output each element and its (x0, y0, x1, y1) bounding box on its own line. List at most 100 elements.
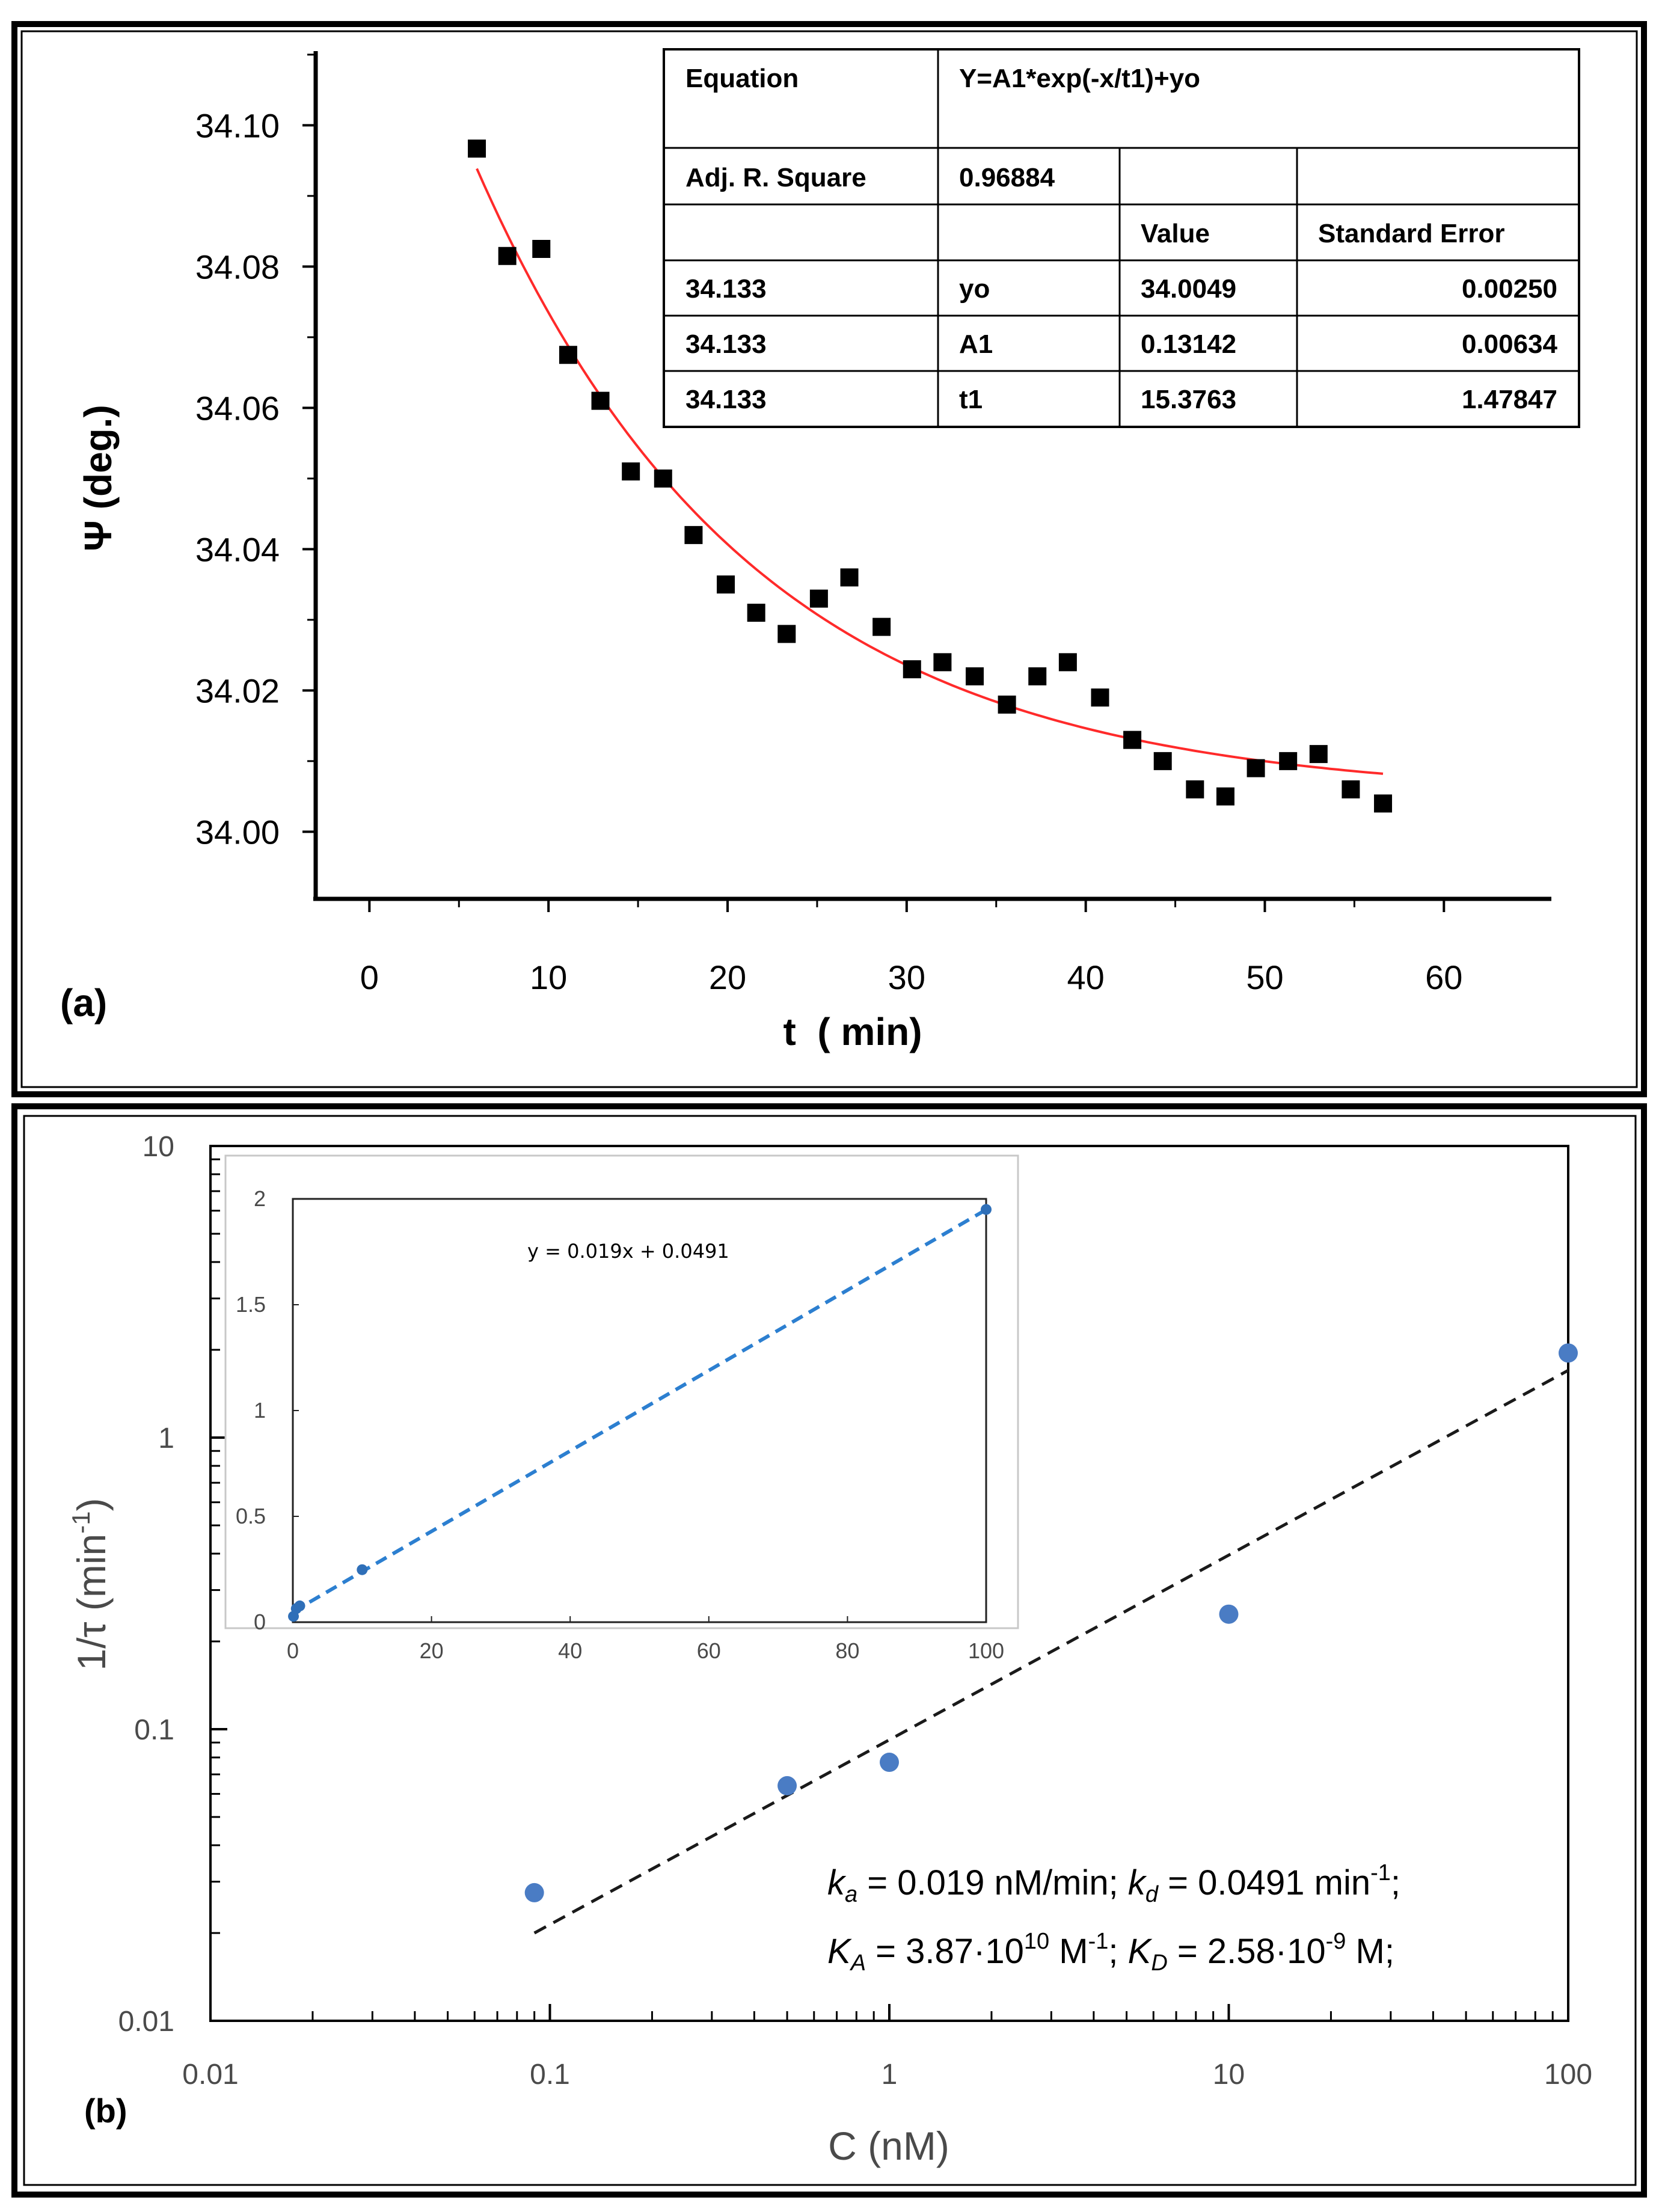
y-tick-label: 10 (143, 1131, 174, 1163)
panel-b-trendline (533, 1369, 1569, 1935)
annot-KD-unit: M; (1346, 1932, 1394, 1971)
inset-x-tick-label: 80 (835, 1638, 859, 1663)
fit-table-cell: Y=A1*exp(-x/t1)+yo (959, 64, 1200, 93)
panel-b-x-ticks: 0.01 0.1 1 10 100 (182, 2004, 1592, 2091)
data-point (532, 240, 551, 258)
panel-b-y-axis-title: 1/τ (min-1) (67, 1498, 114, 1670)
data-point (684, 525, 703, 544)
panel-b-label: (b) (84, 2092, 127, 2130)
data-point (468, 139, 486, 158)
inset-data-points (288, 1204, 992, 1622)
data-point (1186, 780, 1204, 798)
inset-equation: y = 0.019x + 0.0491 (527, 1240, 729, 1263)
annot-kd-sub: d (1145, 1882, 1159, 1907)
y-tick-label: 34.04 (195, 530, 280, 568)
fit-table-cell: 1.47847 (1462, 385, 1557, 414)
panel-a-y-axis-title: Ψ (deg.) (76, 405, 120, 551)
panel-b-minor-ticks (210, 1158, 1554, 2021)
data-point (872, 617, 891, 636)
panel-a-x-ticks: 0 10 20 30 40 50 60 (360, 899, 1462, 996)
data-point (1279, 752, 1298, 770)
data-point (998, 695, 1016, 714)
data-point (747, 604, 765, 622)
data-point (524, 1883, 544, 1902)
data-point (777, 1776, 797, 1796)
data-point (591, 391, 610, 410)
data-point (717, 575, 735, 594)
y-tick-label: 34.06 (195, 389, 280, 427)
x-tick-label: 0 (360, 958, 379, 996)
annot-kd-sup: -1 (1370, 1860, 1391, 1886)
inset-y-tick-label: 1.5 (236, 1292, 266, 1317)
panel-b-equilibrium-constants: KA = 3.87·1010 M-1; KD = 2.58·10-9 M; (827, 1929, 1394, 1976)
inset-y-tick-label: 1 (254, 1398, 266, 1423)
inset-background (224, 1154, 1019, 1629)
data-point (1091, 688, 1109, 707)
panel-b-x-axis-title: C (nM) (828, 2124, 949, 2168)
panel-b-y-ticks: 0.01 0.1 1 10 (118, 1131, 227, 2038)
fit-table-cell: A1 (959, 329, 993, 359)
panel-a-data-points (468, 139, 1393, 813)
panel-a-label: (a) (60, 981, 107, 1025)
fit-table-cell: Standard Error (1318, 219, 1505, 248)
x-tick-label: 10 (530, 958, 567, 996)
x-tick-label: 30 (888, 958, 925, 996)
x-tick-label: 100 (1544, 2059, 1592, 2091)
x-tick-label: 1 (882, 2059, 898, 2091)
y-tick-label: 34.00 (195, 813, 280, 851)
data-point (1247, 759, 1265, 777)
inset-x-ticks: 0 20 40 60 80 100 (287, 1616, 1004, 1663)
inset-data-point (981, 1204, 992, 1215)
data-point (1219, 1604, 1239, 1624)
panel-b-rate-constants: ka = 0.019 nM/min; kd = 0.0491 min-1; (827, 1860, 1400, 1907)
annot-KD-exp: -9 (1326, 1929, 1346, 1954)
inset-x-tick-label: 20 (420, 1638, 444, 1663)
data-point (880, 1753, 899, 1772)
fit-table-cell: 0.00634 (1462, 329, 1558, 359)
data-point (1342, 780, 1360, 798)
fit-table-cell: Value (1141, 219, 1210, 248)
data-point (933, 653, 952, 672)
data-point (966, 667, 984, 685)
annot-end: ; (1391, 1863, 1400, 1902)
panel-b-data-points (524, 1343, 1578, 1902)
data-point (622, 462, 640, 481)
fit-table-border (663, 48, 1580, 428)
annot-ka-sub: a (845, 1882, 857, 1907)
y-tick-label: 34.10 (195, 106, 280, 144)
panel-a-fit-curve (476, 168, 1384, 775)
inset-x-tick-label: 0 (287, 1638, 299, 1663)
y-tick-label: 1 (158, 1423, 174, 1454)
fit-table-cell: Equation (685, 64, 799, 93)
annot-KA-pow: 10 (985, 1932, 1024, 1971)
inset-x-tick-label: 100 (968, 1638, 1004, 1663)
annot-KD-pow: 10 (1287, 1932, 1326, 1971)
fit-table: Equation Y=A1*exp(-x/t1)+yo Adj. R. Squa… (663, 48, 1580, 428)
fit-table-cell: 34.133 (685, 329, 767, 359)
panel-b-y-axis-title-sup: -1 (67, 1511, 95, 1533)
annot-kd-symbol: k (1128, 1863, 1147, 1902)
fit-table-cell: 0.96884 (959, 163, 1055, 192)
inset-y-ticks: 0 0.5 1 1.5 2 (236, 1186, 299, 1634)
fit-table-cell: 34.133 (685, 385, 767, 414)
fit-table-cell: Adj. R. Square (685, 163, 866, 192)
annot-KA-value: = 3.87 (866, 1932, 974, 1971)
panel-a-frame (11, 21, 1647, 1097)
data-point (809, 589, 828, 608)
fit-table-cell: 34.133 (685, 274, 767, 304)
data-point (654, 469, 672, 488)
data-point (1374, 794, 1393, 813)
data-point (1216, 787, 1234, 806)
fit-table-cell: 34.0049 (1141, 274, 1236, 304)
y-tick-label: 0.1 (134, 1714, 174, 1746)
x-tick-label: 60 (1425, 958, 1462, 996)
panel-a: 0 10 20 30 40 50 60 34.0034.0234.0434.0634.083… (11, 21, 1647, 1097)
data-point (903, 660, 921, 679)
fit-table-cell: yo (959, 274, 990, 304)
fit-table-cell: 0.13142 (1141, 329, 1236, 359)
annot-KD-value: = 2.58 (1168, 1932, 1275, 1971)
data-point (1559, 1343, 1578, 1363)
annot-KD-dot: · (1275, 1932, 1287, 1971)
fit-table-cell: 15.3763 (1141, 385, 1236, 414)
inset-data-point (294, 1600, 305, 1611)
